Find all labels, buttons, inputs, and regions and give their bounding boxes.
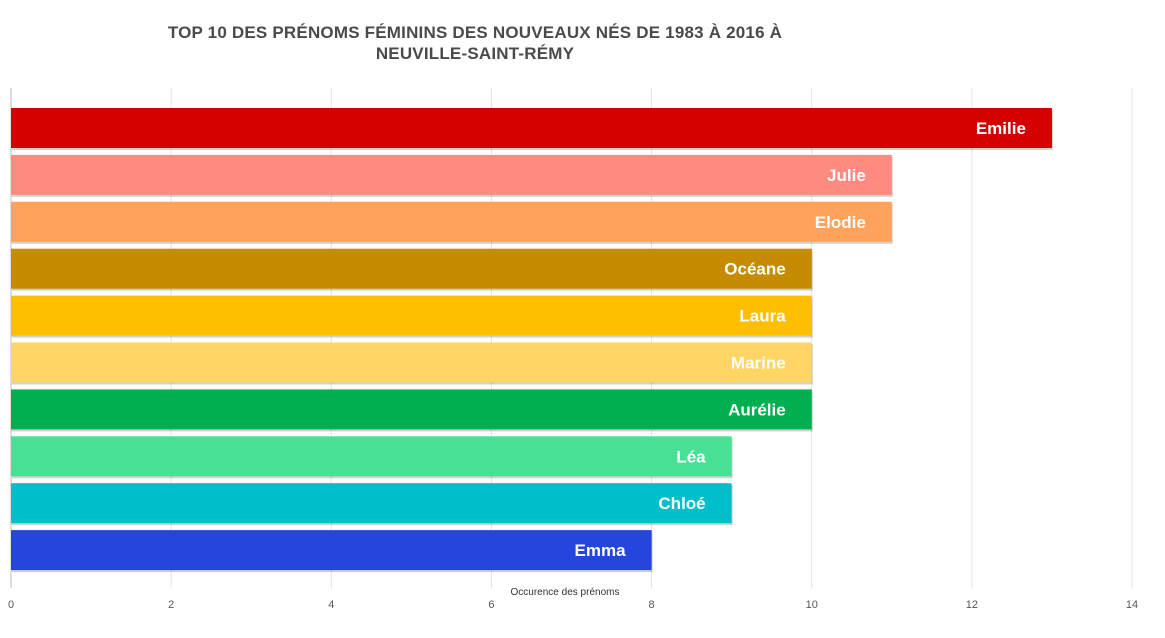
bar-aurélie: [11, 389, 812, 430]
bar-label: Emilie: [976, 119, 1026, 138]
bar-labels: Emilie Julie Elodie Océane Laura Marine Auréli…: [575, 119, 1026, 560]
bar-label: Marine: [731, 354, 786, 373]
bar-emma: [11, 530, 652, 571]
x-axis-label: Occurence des prénoms: [511, 587, 620, 598]
bar-marine: [11, 342, 812, 383]
x-tick-label: 6: [488, 599, 494, 611]
x-tick-label: 4: [328, 599, 334, 611]
bar-léa: [11, 436, 732, 477]
x-tick-label: 10: [806, 599, 818, 611]
bar-label: Laura: [739, 307, 786, 326]
bar-elodie: [11, 201, 892, 242]
x-tick-label: 12: [966, 599, 978, 611]
chart-title-line-1: TOP 10 DES PRÉNOMS FÉMININS DES NOUVEAUX…: [167, 23, 783, 42]
chart-title: TOP 10 DES PRÉNOMS FÉMININS DES NOUVEAUX…: [40, 22, 910, 64]
bar-océane: [11, 248, 812, 289]
bar-laura: [11, 295, 812, 336]
bar-label: Julie: [827, 166, 866, 185]
bar-chloé: [11, 483, 732, 524]
bar-label: Léa: [676, 447, 706, 466]
bar-label: Emma: [575, 541, 627, 560]
x-tick-label: 0: [8, 599, 14, 611]
bar-label: Chloé: [658, 494, 705, 513]
bar-julie: [11, 154, 892, 195]
x-axis-ticks: 0 2 4 6 8 10 12 14: [8, 599, 1138, 611]
x-tick-label: 14: [1126, 599, 1138, 611]
chart-title-line-2: NEUVILLE-SAINT-RÉMY: [375, 44, 575, 63]
bars: [11, 108, 1053, 573]
bar-label: Océane: [724, 260, 785, 279]
bar-label: Elodie: [815, 213, 866, 232]
bar-label: Aurélie: [728, 400, 786, 419]
bar-emilie: [11, 108, 1052, 148]
x-tick-label: 8: [649, 599, 655, 611]
x-tick-label: 2: [168, 599, 174, 611]
